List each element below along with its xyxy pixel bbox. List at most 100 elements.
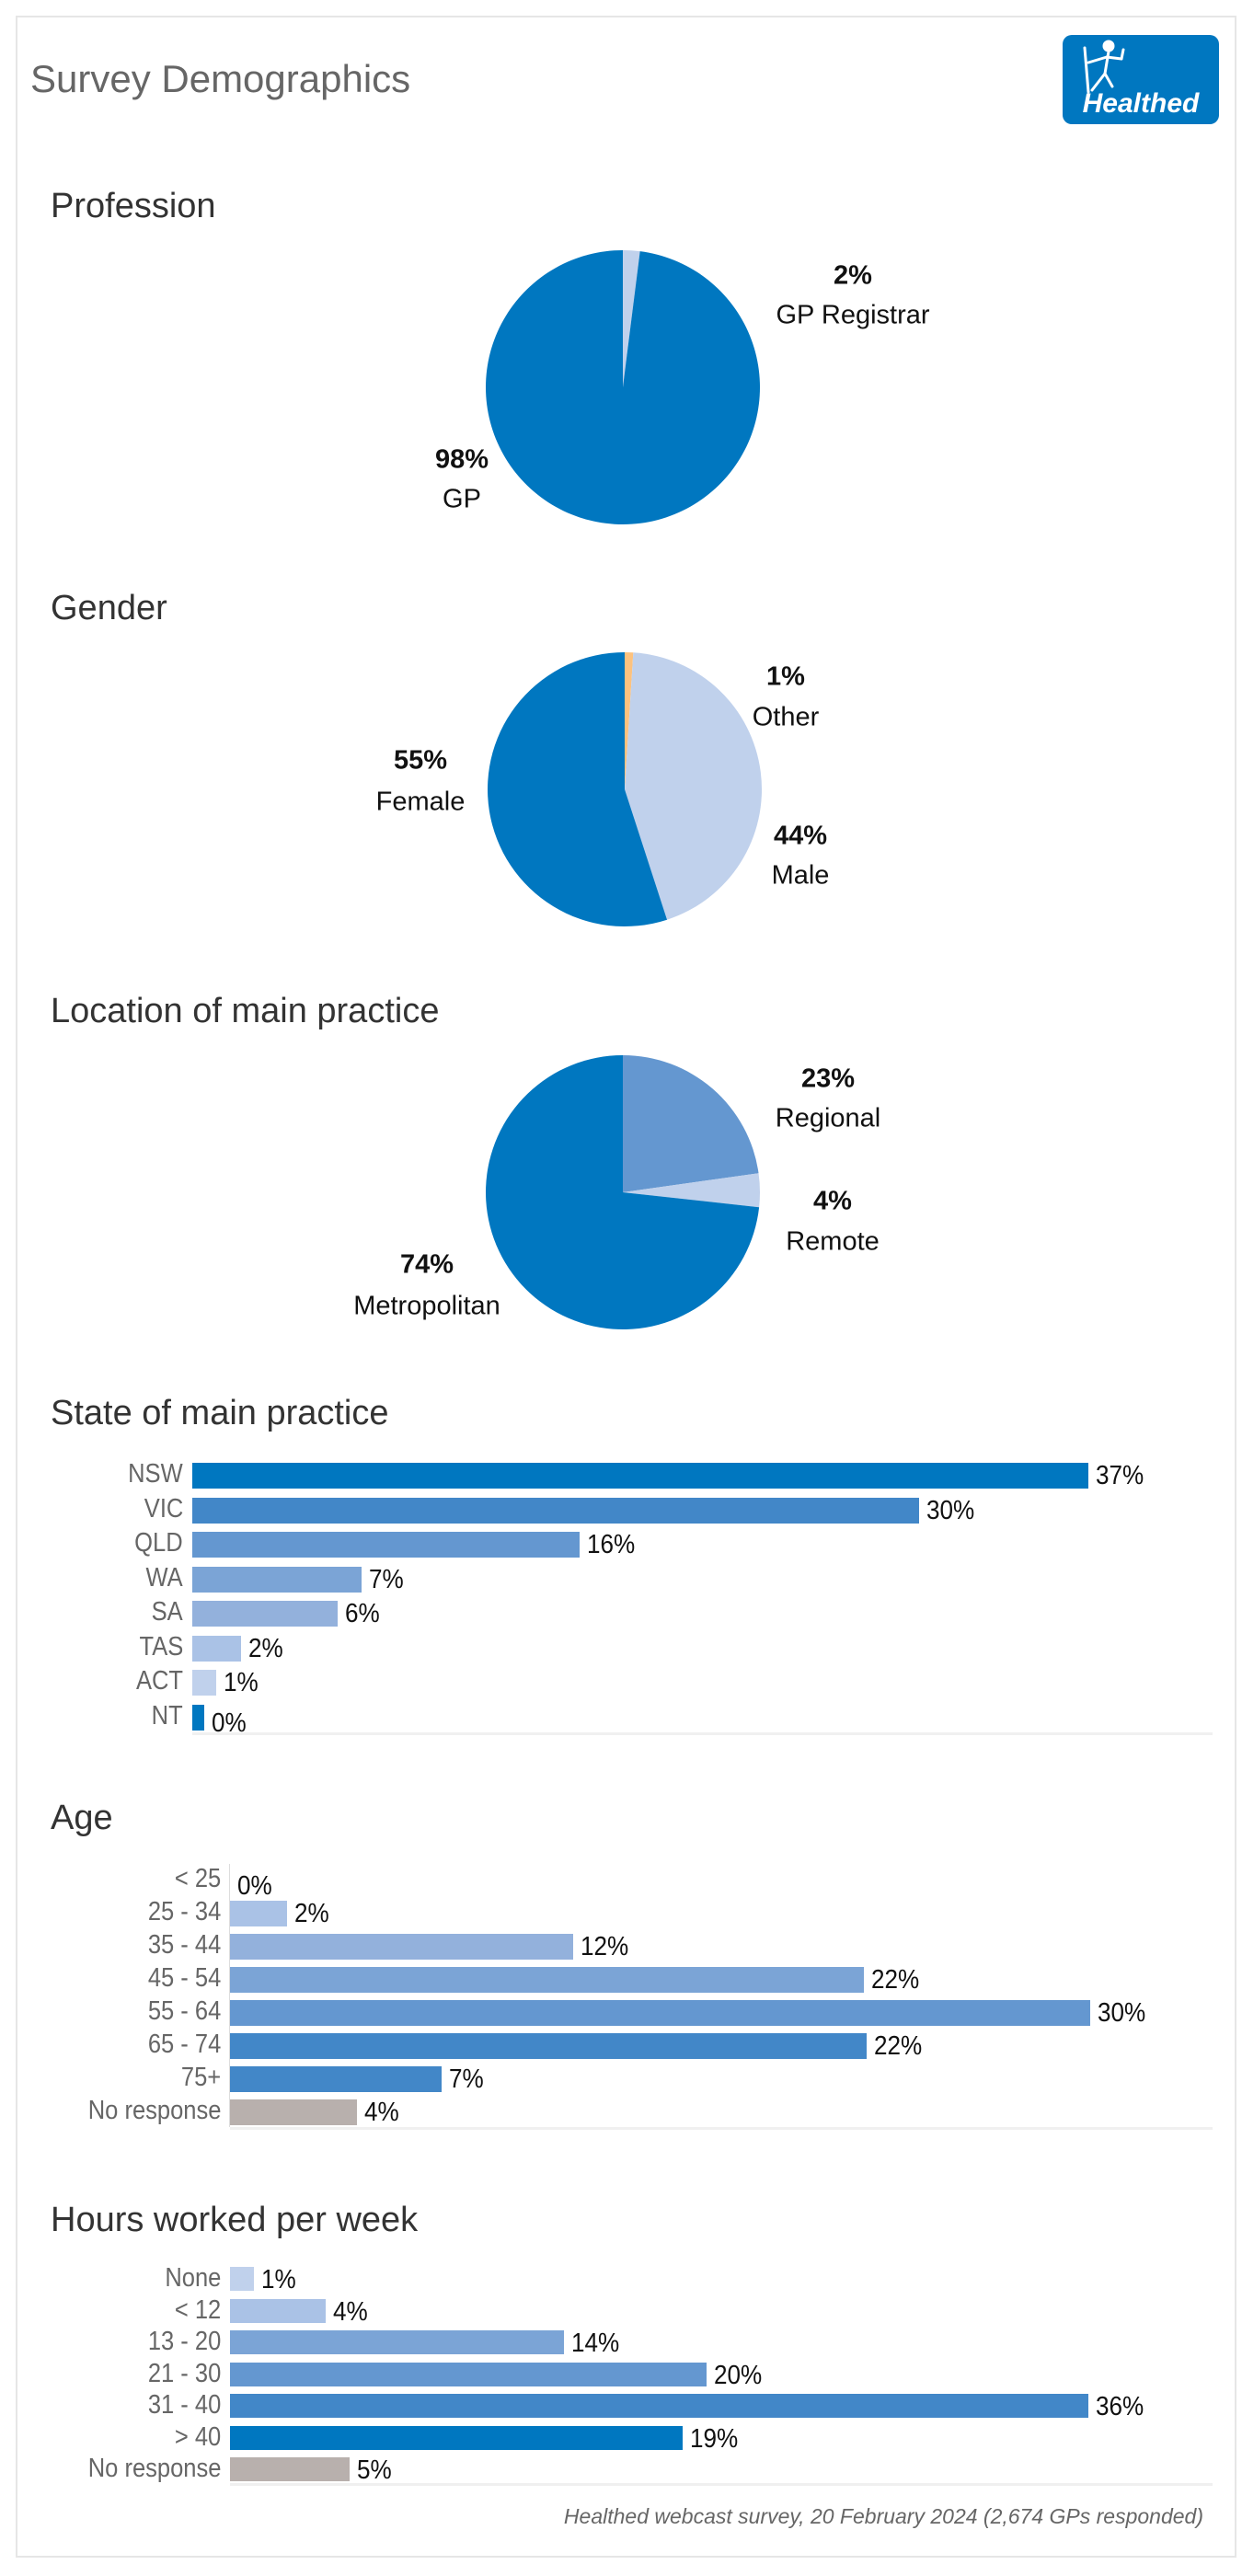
bar-category-label: 55 - 64 [147,1996,221,2026]
bar [192,1463,1088,1489]
bar-value-label: 22% [873,2031,923,2061]
pie-pct-label: 2% [834,260,872,291]
bar [230,2457,350,2481]
bar-value-label: 30% [926,1495,974,1525]
logo-text: Healthed [1083,88,1200,119]
bar-value-label: 12% [580,1932,629,1961]
bar-category-label: 31 - 40 [147,2390,221,2420]
bar-category-label: TAS [139,1631,183,1662]
bar-value-label: 4% [363,2098,399,2127]
dashboard-frame [16,16,1236,2558]
profession-pie [486,250,760,524]
bar-value-label: 7% [448,2064,484,2094]
pie-slice-gp-registrar [623,250,640,387]
location-pie [486,1055,760,1329]
healthed-logo: Healthed [1063,35,1219,124]
pie-category-label: GP Registrar [776,300,930,330]
bar [192,1635,241,1662]
bar [230,2298,326,2323]
bar-category-label: WA [145,1562,183,1593]
bar-category-label: 65 - 74 [147,2030,221,2059]
gender-title: Gender [51,589,167,627]
bar-category-label: > 40 [174,2421,221,2452]
pie-slice-regional [623,1055,759,1192]
gender-pie [488,652,762,926]
bar-category-label: 75+ [180,2063,221,2092]
bar-category-label: No response [87,2096,221,2125]
bar-category-label: NSW [128,1459,183,1489]
pie-category-label: GP [443,484,481,514]
bar [230,1901,288,1926]
bar-value-label: 1% [224,1668,259,1697]
x-axis-line [192,1731,1213,1735]
pie-pct-label: 55% [393,745,448,776]
pie-category-label: Other [752,702,820,732]
location-title: Location of main practice [51,992,440,1030]
pie-category-label: Female [375,787,466,817]
bar-category-label: < 12 [174,2294,221,2325]
pie-slice-male [625,652,762,920]
bar-category-label: No response [87,2454,221,2483]
bar-category-label: VIC [144,1493,183,1524]
pie-pct-label: 4% [813,1186,852,1216]
bar [230,2033,867,2059]
bar [230,2394,1088,2418]
bar-value-label: 16% [587,1530,636,1559]
x-axis-line [230,2483,1213,2486]
bar [192,1497,919,1524]
pie-category-label: Metropolitan [353,1291,500,1321]
pie-category-label: Remote [786,1226,880,1257]
bar-value-label: 2% [247,1633,283,1663]
bar-category-label: SA [151,1597,183,1627]
bar [230,2066,442,2092]
bar-category-label: QLD [134,1528,183,1558]
bar [192,1601,338,1627]
footer-note: Healthed webcast survey, 20 February 202… [563,2504,1203,2528]
bar-value-label: 20% [714,2360,763,2390]
bar-category-label: < 25 [174,1864,221,1893]
pie-pct-label: 23% [800,1064,856,1094]
pie-pct-label: 44% [773,821,828,851]
bar [230,2000,1090,2026]
bar [230,2425,684,2450]
pie-pct-label: 74% [399,1249,454,1280]
pie-pct-label: 98% [434,444,489,475]
profession-title: Profession [51,187,216,225]
bar-category-label: 25 - 34 [147,1897,221,1926]
bar-value-label: 7% [369,1564,404,1594]
x-axis-line [230,2127,1213,2130]
pie-slice-remote [623,1173,760,1208]
bar-value-label: 2% [294,1899,329,1928]
bar-value-label: 4% [332,2296,368,2327]
bar-value-label: 37% [1096,1461,1144,1490]
bar-category-label: NT [151,1700,183,1731]
bar [192,1532,581,1558]
y-axis-line [229,1864,230,2127]
bar-category-label: 45 - 54 [147,1963,221,1993]
bar-category-label: 21 - 30 [147,2358,221,2388]
age-title: Age [51,1799,113,1837]
bar-value-label: 5% [356,2455,392,2485]
hours-title: Hours worked per week [51,2201,419,2239]
bar-value-label: 1% [260,2265,296,2294]
pie-slice-other [625,652,634,789]
bar-category-label: 13 - 20 [147,2327,221,2356]
bar-value-label: 0% [237,1871,272,1901]
pie-slice-gp [486,250,760,524]
bar-value-label: 36% [1096,2392,1144,2421]
pie-category-label: Regional [775,1103,881,1133]
pie-slice-female [488,652,668,926]
bar [192,1670,217,1696]
bar-category-label: None [164,2263,221,2293]
bar [230,2267,254,2291]
bar [230,2099,357,2125]
pie-category-label: Male [771,860,830,891]
bar-category-label: ACT [135,1666,183,1696]
page-title: Survey Demographics [30,57,411,100]
bar [192,1566,362,1593]
bar [192,1704,205,1731]
bar [230,2330,564,2354]
bar-value-label: 6% [344,1599,380,1628]
bar-category-label: 35 - 44 [147,1930,221,1960]
pie-pct-label: 1% [766,661,805,692]
